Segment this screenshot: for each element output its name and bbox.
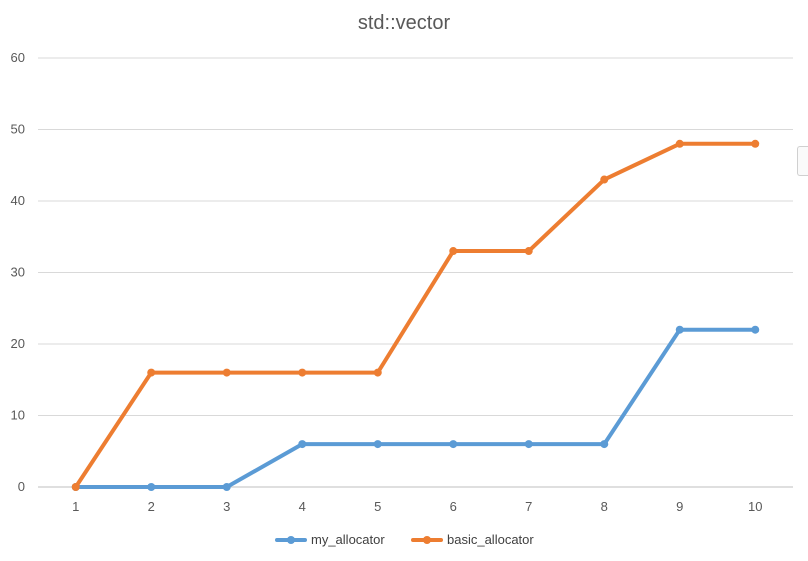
- y-tick-label: 10: [11, 408, 25, 423]
- x-tick-label: 6: [450, 499, 457, 514]
- data-point-my-allocator: [147, 483, 156, 491]
- x-tick-label: 8: [601, 499, 608, 514]
- y-tick-label: 20: [11, 336, 25, 351]
- data-point-my-allocator: [524, 440, 533, 449]
- data-point-basic-allocator: [298, 368, 307, 377]
- series-line-basic-allocator: [73, 141, 758, 489]
- x-tick-label: 9: [676, 499, 683, 514]
- data-point-basic-allocator: [147, 368, 156, 377]
- chart-title: std::vector: [357, 12, 451, 34]
- data-point-my-allocator: [449, 440, 458, 449]
- y-tick-label: 30: [11, 265, 25, 280]
- x-tick-label: 5: [374, 499, 381, 514]
- data-point-basic-allocator: [373, 368, 382, 377]
- data-point-basic-allocator: [449, 247, 458, 256]
- side-panel-tab[interactable]: [797, 146, 808, 176]
- x-tick-label: 10: [748, 499, 762, 514]
- data-point-my-allocator: [222, 483, 231, 491]
- legend-label: my_allocator: [311, 532, 385, 547]
- legend-swatch-marker: [423, 536, 431, 544]
- legend-label: basic_allocator: [447, 532, 534, 547]
- legend-swatch-marker: [287, 536, 295, 544]
- series-line-my-allocator: [73, 327, 758, 489]
- y-tick-label: 50: [11, 122, 25, 137]
- x-tick-label: 3: [223, 499, 230, 514]
- x-tick-label: 1: [72, 499, 79, 514]
- data-point-my-allocator: [298, 440, 307, 449]
- data-point-my-allocator: [751, 325, 760, 334]
- y-tick-label: 40: [11, 193, 25, 208]
- data-point-basic-allocator: [675, 139, 684, 148]
- y-tick-label: 0: [18, 479, 25, 494]
- y-tick-label: 60: [11, 50, 25, 65]
- data-point-basic-allocator: [600, 175, 609, 184]
- data-point-my-allocator: [373, 440, 382, 449]
- data-point-basic-allocator: [222, 368, 231, 377]
- data-point-basic-allocator: [524, 247, 533, 256]
- data-point-basic-allocator: [71, 483, 80, 491]
- data-point-basic-allocator: [751, 139, 760, 148]
- data-point-my-allocator: [600, 440, 609, 449]
- data-point-my-allocator: [675, 325, 684, 334]
- x-tick-label: 4: [299, 499, 306, 514]
- x-tick-label: 7: [525, 499, 532, 514]
- x-tick-label: 2: [148, 499, 155, 514]
